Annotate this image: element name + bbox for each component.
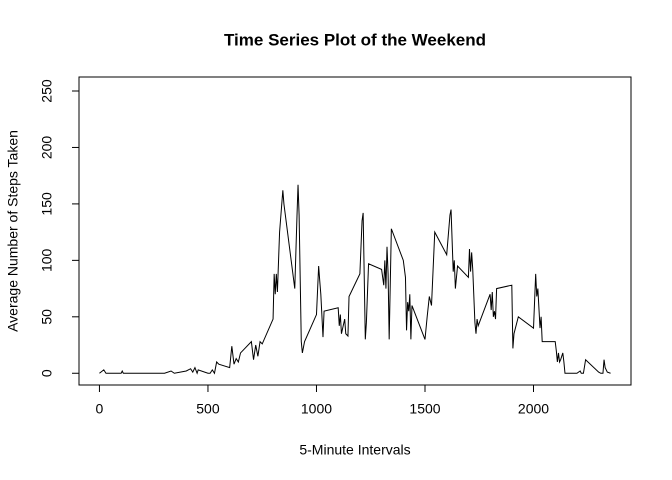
- y-tick-label: 100: [39, 248, 55, 272]
- data-line: [99, 184, 611, 375]
- y-tick-label: 150: [39, 192, 55, 216]
- x-tick-label: 500: [196, 401, 220, 417]
- y-tick-label: 200: [39, 136, 55, 160]
- y-tick-label: 50: [39, 309, 55, 325]
- y-axis-label: Average Number of Steps Taken: [5, 130, 21, 332]
- x-tick-label: 2000: [518, 401, 549, 417]
- chart-title: Time Series Plot of the Weekend: [224, 30, 486, 49]
- x-tick-label: 1000: [301, 401, 332, 417]
- y-tick-label: 250: [39, 79, 55, 103]
- plot-box: [78, 76, 632, 386]
- y-tick-label: 0: [39, 369, 55, 377]
- x-tick-label: 1500: [409, 401, 440, 417]
- x-tick-label: 0: [96, 401, 104, 417]
- x-axis-label: 5-Minute Intervals: [299, 442, 410, 458]
